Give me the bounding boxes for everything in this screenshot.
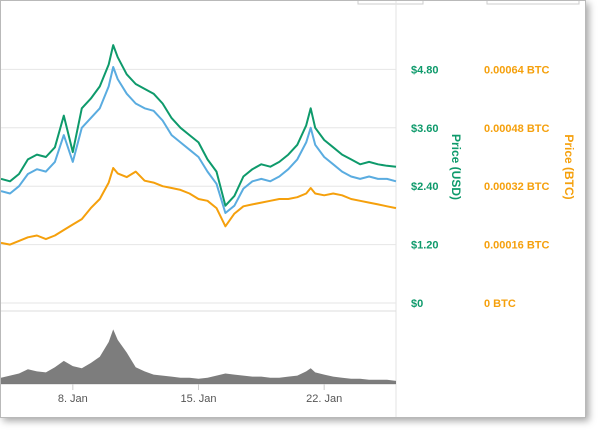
btc-tick-label: 0.00032 BTC	[484, 181, 549, 193]
btc-tick-label: 0.00064 BTC	[484, 64, 549, 76]
btc-tick-label: 0.00016 BTC	[484, 240, 549, 252]
series-line-0	[1, 44, 397, 207]
range-selector-button-right[interactable]	[486, 1, 580, 5]
x-tick-label: 22. Jan	[306, 393, 342, 405]
range-selector-button-left[interactable]	[357, 1, 424, 5]
x-tick-label: 8. Jan	[58, 393, 88, 405]
btc-axis-title: Price (BTC)	[562, 134, 576, 199]
usd-tick-label: $2.40	[411, 181, 439, 193]
x-axis-ticks: 8. Jan 15. Jan 22. Jan	[58, 384, 342, 405]
usd-tick-label: $1.20	[411, 240, 439, 252]
volume-area	[1, 329, 396, 384]
chart-frame: $0 $1.20 $2.40 $3.60 $4.80 0 BTC 0.00016 BTC 0…	[0, 0, 586, 418]
volume-area-path	[1, 329, 396, 384]
series-line-1	[1, 66, 397, 214]
usd-tick-label: $4.80	[411, 64, 439, 76]
series-lines	[1, 44, 397, 246]
btc-tick-label: 0 BTC	[484, 298, 516, 310]
usd-axis-ticks: $0 $1.20 $2.40 $3.60 $4.80	[411, 64, 439, 310]
usd-tick-label: $3.60	[411, 123, 439, 135]
x-tick-label: 15. Jan	[180, 393, 216, 405]
btc-tick-label: 0.00048 BTC	[484, 123, 549, 135]
series-line-2	[1, 167, 397, 246]
grid-lines	[1, 68, 396, 304]
usd-axis-title: Price (USD)	[449, 134, 463, 200]
btc-axis-ticks: 0 BTC 0.00016 BTC 0.00032 BTC 0.00048 BTC 0.…	[484, 64, 549, 310]
usd-tick-label: $0	[411, 298, 423, 310]
